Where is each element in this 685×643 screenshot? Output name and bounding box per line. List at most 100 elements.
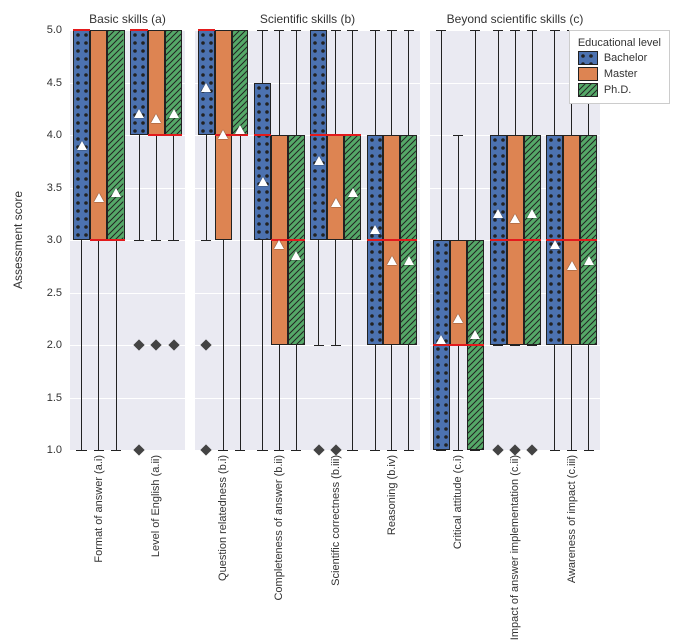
legend-label: Bachelor [604, 52, 647, 64]
y-axis: Assessment score 1.01.52.02.53.03.54.04.… [10, 30, 70, 450]
whisker-cap [218, 450, 228, 451]
whisker-cap [567, 450, 577, 451]
median-line [344, 134, 361, 136]
mean-marker [567, 261, 577, 270]
median-line [73, 29, 90, 31]
whisker-cap [331, 30, 341, 31]
x-tick: Format of answer (a.i) [93, 455, 105, 563]
whisker-cap [436, 450, 446, 451]
whisker-cap [527, 30, 537, 31]
panel-title: Scientific skills (b) [195, 12, 420, 26]
y-tick: 2.0 [47, 339, 62, 351]
legend-item: Bachelor [578, 51, 661, 65]
legend-swatch [578, 67, 598, 81]
y-tick: 1.0 [47, 444, 62, 456]
mean-marker [111, 188, 121, 197]
median-line [580, 239, 597, 241]
mean-marker [151, 114, 161, 123]
x-tick: Critical attitude (c.i) [452, 455, 464, 549]
panel-inner [70, 30, 185, 450]
legend-label: Master [604, 68, 638, 80]
whisker-cap [493, 345, 503, 346]
gridline [70, 293, 185, 294]
panel-inner [195, 30, 420, 450]
whisker-cap [331, 345, 341, 346]
whisker-cap [550, 450, 560, 451]
median-line [507, 239, 524, 241]
median-line [198, 29, 215, 31]
box [73, 30, 90, 240]
box [90, 30, 107, 240]
mean-marker [348, 188, 358, 197]
median-line [107, 239, 124, 241]
whisker-cap [470, 450, 480, 451]
whisker-cap [235, 450, 245, 451]
whisker-cap [453, 135, 463, 136]
box [232, 30, 249, 135]
mean-marker [291, 251, 301, 260]
whisker-cap [387, 450, 397, 451]
median-line [90, 239, 107, 241]
median-line [232, 134, 249, 136]
median-line [400, 239, 417, 241]
outlier [151, 339, 162, 350]
outlier [492, 444, 503, 455]
whisker-cap [76, 450, 86, 451]
mean-marker [134, 109, 144, 118]
outlier [201, 339, 212, 350]
mean-marker [404, 256, 414, 265]
figure: Assessment score 1.01.52.02.53.03.54.04.… [10, 10, 675, 633]
median-line [165, 134, 182, 136]
mean-marker [436, 335, 446, 344]
mean-marker [527, 209, 537, 218]
whisker-cap [470, 30, 480, 31]
whisker-cap [370, 450, 380, 451]
box [130, 30, 147, 135]
median-line [367, 239, 384, 241]
whisker-cap [370, 30, 380, 31]
whisker-cap [291, 450, 301, 451]
mean-marker [331, 198, 341, 207]
mean-marker [169, 109, 179, 118]
y-tick: 1.5 [47, 392, 62, 404]
mean-marker [453, 314, 463, 323]
y-tick: 3.0 [47, 234, 62, 246]
y-tick: 4.5 [47, 77, 62, 89]
x-tick: Scientific correctness (b.iii) [330, 455, 342, 586]
box [254, 83, 271, 241]
median-line [490, 239, 507, 241]
median-line [130, 29, 147, 31]
median-line [383, 239, 400, 241]
whisker-cap [257, 450, 267, 451]
whisker-cap [168, 240, 178, 241]
outlier [330, 444, 341, 455]
whisker-cap [291, 30, 301, 31]
outlier [133, 339, 144, 350]
x-tick: Question relatedness (b.i) [217, 455, 229, 581]
whisker-cap [453, 450, 463, 451]
mean-marker [387, 256, 397, 265]
median-line [288, 239, 305, 241]
legend-title: Educational level [578, 37, 661, 49]
x-tick: Completeness of answer (b.ii) [273, 455, 285, 601]
x-tick: Impact of answer implementation (c.ii) [509, 455, 521, 640]
whisker-cap [584, 450, 594, 451]
outlier [168, 339, 179, 350]
y-tick: 4.0 [47, 129, 62, 141]
median-line [254, 134, 271, 136]
outlier [509, 444, 520, 455]
panel: Scientific skills (b) [195, 30, 420, 450]
box [165, 30, 182, 135]
whisker-cap [387, 30, 397, 31]
y-tick: 5.0 [47, 24, 62, 36]
mean-marker [201, 83, 211, 92]
y-tick: 2.5 [47, 287, 62, 299]
whisker-cap [493, 30, 503, 31]
x-tick: Reasoning (b.iv) [386, 455, 398, 535]
box [107, 30, 124, 240]
mean-marker [235, 125, 245, 134]
x-tick: Awareness of impact (c.iii) [566, 455, 578, 583]
legend-label: Ph.D. [604, 84, 632, 96]
whisker-cap [111, 450, 121, 451]
mean-marker [510, 214, 520, 223]
